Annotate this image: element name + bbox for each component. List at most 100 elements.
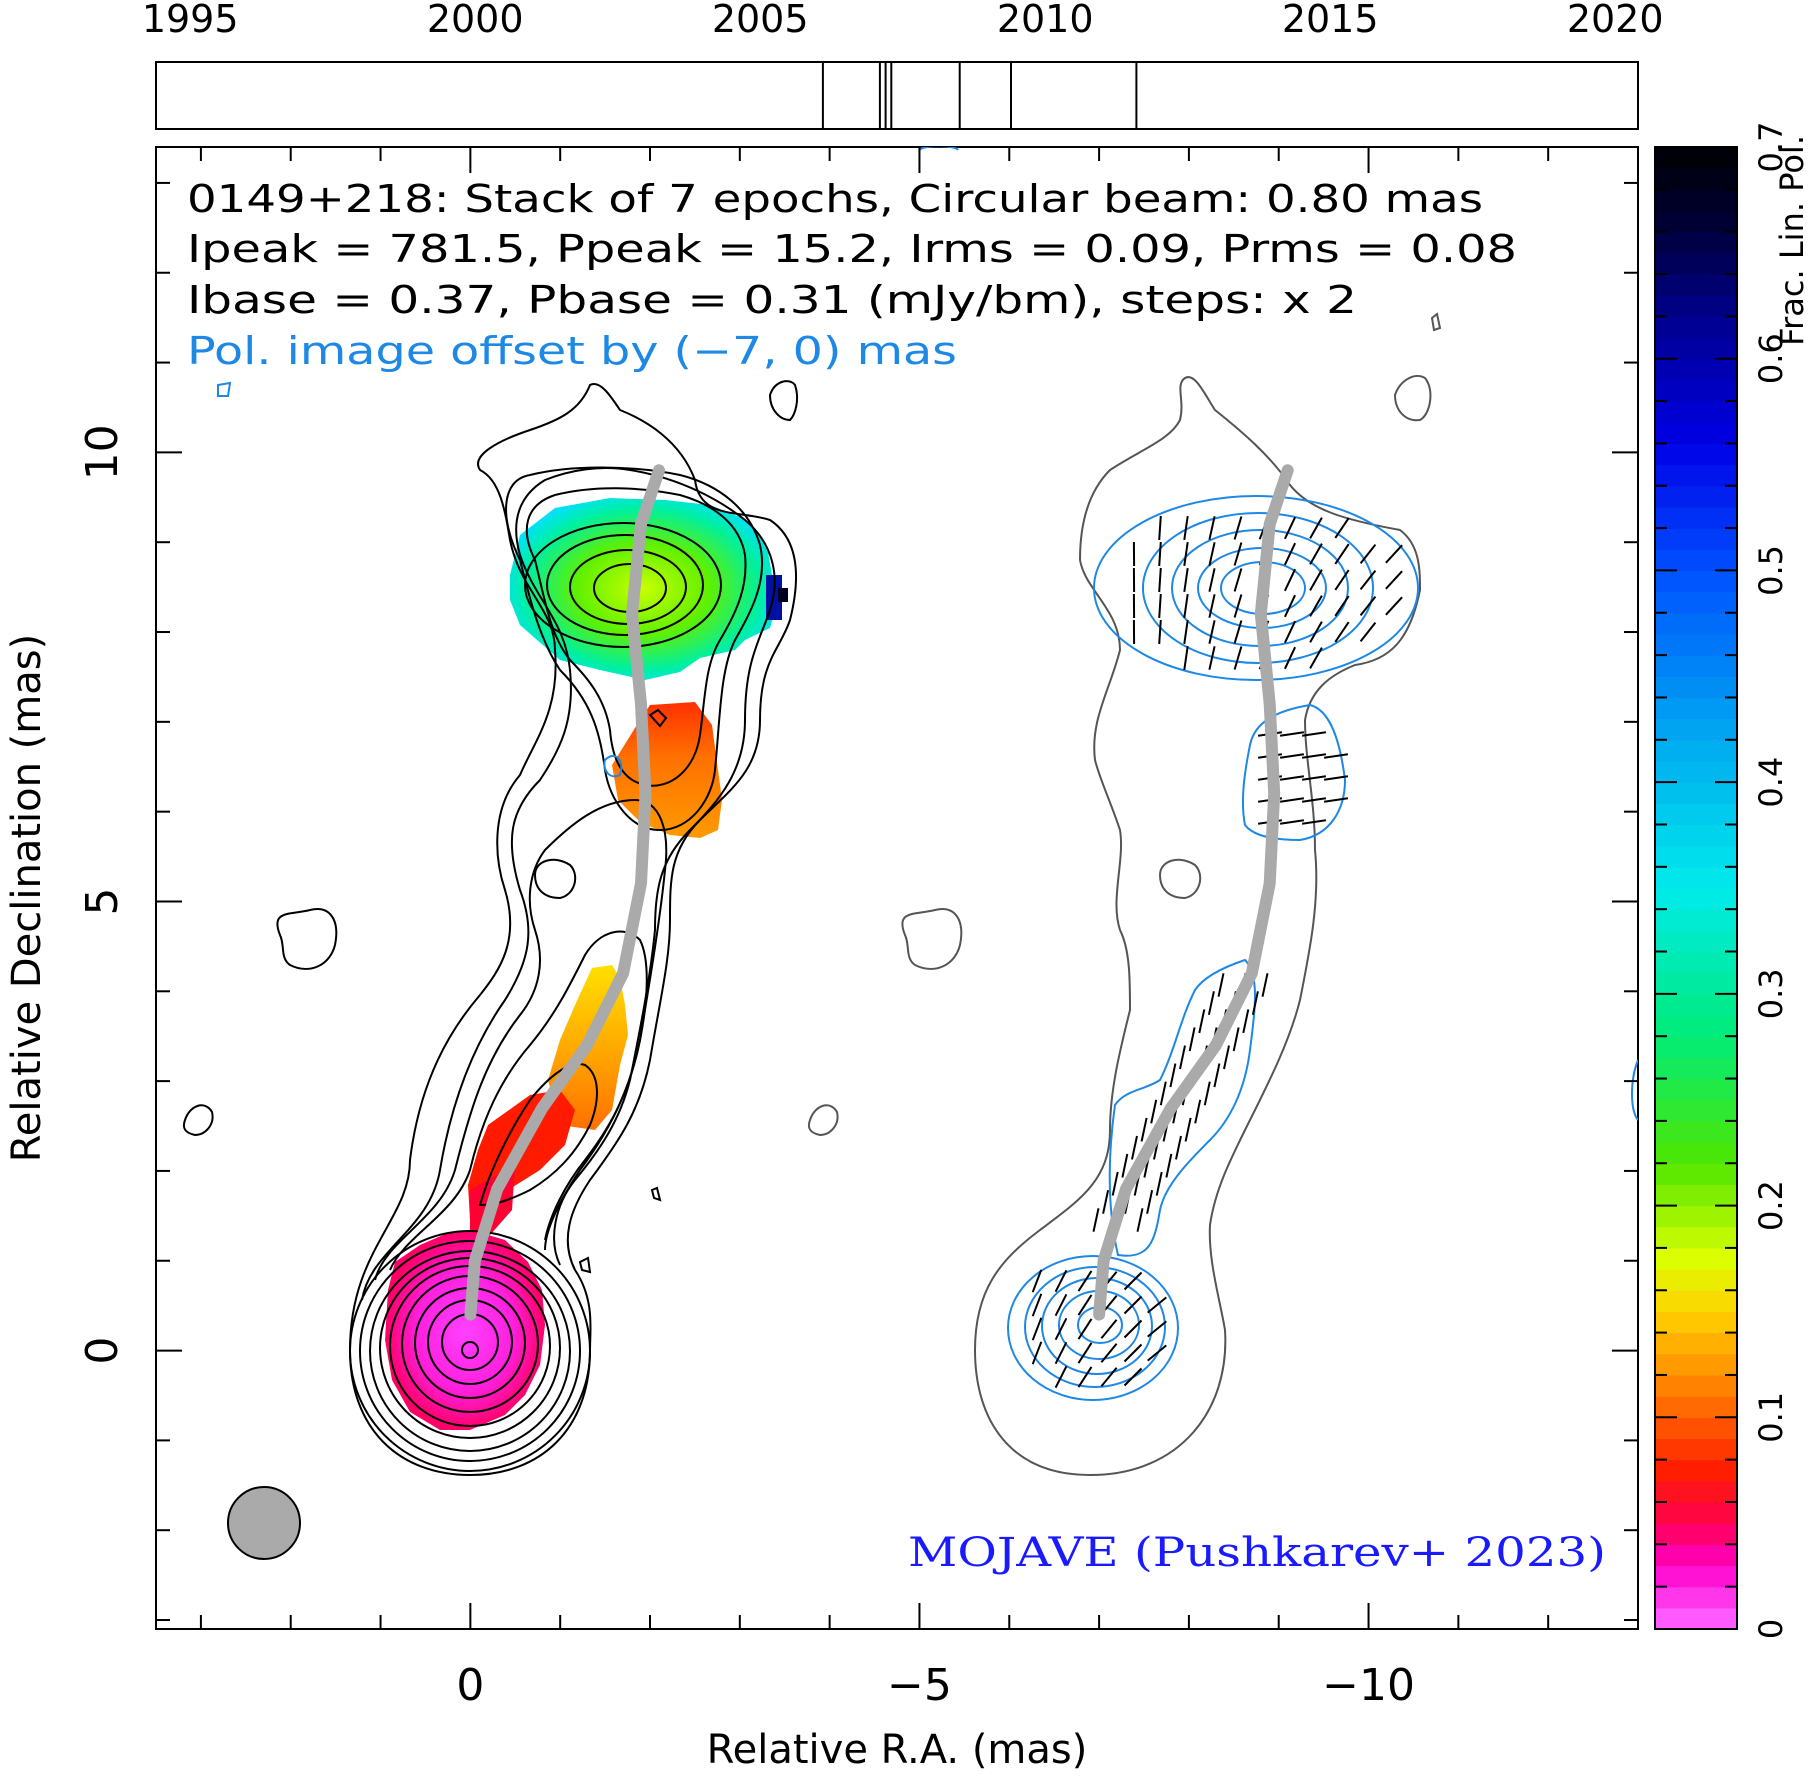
colorbar-frame [1654, 146, 1738, 1630]
evpa-tick [1213, 1063, 1221, 1088]
evpa-tick [1111, 1171, 1119, 1196]
colorbar-strip [1655, 1544, 1737, 1567]
evpa-tick [1121, 1153, 1129, 1178]
evpa-tick [1301, 819, 1327, 825]
colorbar-strip [1655, 210, 1737, 233]
island-contour [276, 908, 338, 970]
jet-contour [478, 1063, 598, 1207]
colorbar-strip [1655, 866, 1737, 889]
evpa-tick [1279, 731, 1305, 737]
colorbar-strip [1655, 316, 1737, 339]
evpa-tick [1077, 1366, 1093, 1388]
colorbar-strip [1655, 1036, 1737, 1058]
evpa-tick [1359, 621, 1377, 643]
colorbar-tick-label: 0.6 [1752, 333, 1790, 384]
pol-small-contour [603, 755, 623, 778]
evpa-tick [1301, 753, 1327, 759]
evpa-tick [1301, 797, 1327, 803]
jet-contour [361, 467, 776, 1301]
outer-contour [524, 522, 722, 648]
outer-edge-high-fpol-tip [778, 588, 788, 602]
evpa-tick [1159, 1081, 1167, 1106]
evpa-tick [1183, 541, 1189, 567]
evpa-tick [1100, 1367, 1118, 1387]
evpa-tick [1208, 516, 1216, 540]
colorbar-strip [1655, 295, 1737, 317]
colorbar-strip [1655, 1247, 1737, 1270]
evpa-tick [1208, 620, 1216, 644]
evpa-tick [1279, 819, 1305, 825]
evpa-tick [1261, 973, 1269, 997]
evpa-tick [1123, 1295, 1143, 1315]
colorbar-tick-label: 0.7 [1752, 122, 1790, 173]
evpa-tick [1194, 1099, 1202, 1124]
colorbar-strip [1655, 570, 1737, 593]
outer-component-fpol [510, 498, 776, 680]
evpa-tick [1054, 1365, 1068, 1389]
colorbar-strip [1655, 1290, 1737, 1313]
colorbar-strip [1655, 443, 1737, 466]
colorbar-strip [1655, 888, 1737, 910]
y-axis-label: Relative Declination (mas) [4, 634, 50, 1162]
jet-contour [389, 930, 648, 1271]
evpa-tick [1279, 753, 1305, 759]
pol-small-contour [217, 381, 232, 397]
evpa-tick [1150, 1099, 1158, 1124]
axis-ticks [156, 147, 1639, 1629]
colorbar-strip [1655, 1057, 1737, 1080]
colorbar-strip [1655, 633, 1737, 656]
island-contour [578, 1256, 592, 1274]
pol-small-contour [919, 147, 959, 151]
outer-contour [546, 534, 704, 636]
evpa-tick [1309, 595, 1323, 617]
colorbar-strip [1655, 1269, 1737, 1291]
colorbar-strip [1655, 189, 1737, 212]
evpa-tick [1183, 619, 1189, 645]
colorbar-strip [1655, 1459, 1737, 1482]
colorbar: 0 0.1 0.2 0.3 0.4 0.5 0.6 0.7 Frac. Lin. Pol. [1654, 122, 1811, 1639]
evpa-tick [1077, 1318, 1093, 1340]
colorbar-tick-label: 0 [1752, 1619, 1790, 1639]
timeline-frame [155, 61, 1639, 130]
core-contour [359, 1240, 581, 1462]
annotation-line-3: Ibase = 0.37, Pbase = 0.31 (mJy/bm), ste… [187, 278, 1357, 322]
evpa-tick [1301, 775, 1327, 781]
evpa-tick [1334, 595, 1350, 617]
x-tick-label: −10 [1322, 1660, 1415, 1711]
evpa-tick [1233, 594, 1243, 618]
evpa-tick [1203, 1081, 1211, 1106]
colorbar-strip [1655, 147, 1737, 169]
credit-text: MOJAVE (Pushkarev+ 2023) [908, 1530, 1606, 1576]
evpa-tick [1233, 646, 1243, 670]
evpa-tick [1323, 797, 1349, 803]
colorbar-strip [1655, 909, 1737, 931]
small-contour [648, 708, 668, 728]
ridge-line-offset [1093, 464, 1294, 1321]
offset-island-contour [1393, 375, 1432, 422]
colorbar-strip [1655, 612, 1737, 635]
evpa-tick [1092, 1208, 1100, 1232]
evpa-tick [1385, 596, 1403, 616]
epoch-timeline: 1995 2000 2005 2010 2015 2020 [142, 0, 1664, 130]
pol-outer-contour [1142, 512, 1374, 664]
colorbar-strip [1655, 1226, 1737, 1249]
evpa-tick [1359, 543, 1377, 565]
island-contour [650, 1186, 662, 1202]
evpa-tick [1198, 1009, 1206, 1034]
envelope-contour [348, 383, 797, 1477]
colorbar-strip [1655, 1120, 1737, 1143]
evpa-tick [1208, 568, 1216, 592]
colorbar-strip [1655, 718, 1737, 741]
evpa-tick [1175, 1135, 1182, 1160]
evpa-tick [1208, 542, 1216, 566]
evpa-tick [1334, 569, 1350, 591]
pol-outer-contour [1093, 495, 1419, 681]
x-tick-label: −5 [887, 1660, 952, 1711]
evpa-tick [1123, 1343, 1143, 1363]
offset-island-contour [1158, 858, 1202, 900]
offset-island-contour [1430, 312, 1442, 332]
colorbar-strip [1655, 358, 1737, 381]
evpa-tick [1309, 543, 1323, 565]
island-contour [768, 380, 799, 422]
colorbar-strip [1655, 739, 1737, 762]
